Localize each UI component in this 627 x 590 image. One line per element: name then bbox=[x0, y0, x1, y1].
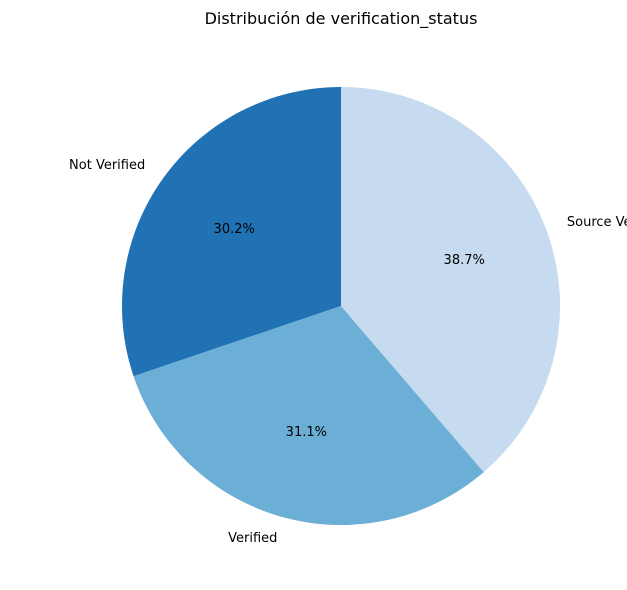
pie-slice-source-verified bbox=[341, 86, 560, 473]
slice-label-source-verified: Source Verified bbox=[567, 215, 627, 230]
slice-percent-verified: 31.1% bbox=[286, 425, 327, 440]
chart-title: Distribución de verification_status bbox=[205, 9, 478, 29]
pie-slice-verified bbox=[133, 306, 484, 525]
pie-slices bbox=[122, 86, 560, 525]
slice-percent-source-verified: 38.7% bbox=[444, 253, 485, 268]
pie-slice-not-verified bbox=[122, 87, 341, 377]
slice-label-verified: Verified bbox=[228, 531, 277, 546]
slice-percent-not-verified: 30.2% bbox=[214, 222, 255, 237]
pie-labels: Not Verified 30.2% Verified 31.1% Source Ver… bbox=[69, 158, 627, 546]
slice-label-not-verified: Not Verified bbox=[69, 158, 145, 173]
